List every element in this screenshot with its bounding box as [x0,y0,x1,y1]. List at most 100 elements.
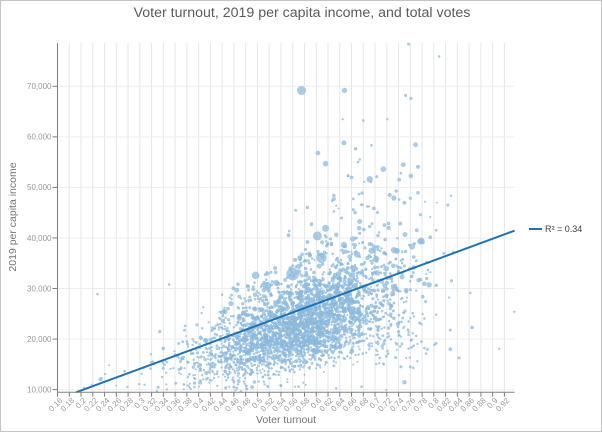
data-point [402,232,408,238]
data-point [334,266,338,270]
data-point [318,345,321,348]
data-point [372,317,375,320]
data-point [284,333,287,336]
data-point [285,327,288,331]
data-point [307,259,310,262]
data-point [421,312,424,316]
data-point [374,271,378,275]
data-point [275,355,278,358]
data-point [260,326,264,329]
data-point [367,307,371,311]
data-point [234,335,237,339]
data-point [232,385,236,389]
data-point [321,255,325,259]
data-point [263,369,266,372]
data-point [320,282,323,286]
data-point [279,366,283,370]
data-point [140,372,143,375]
data-point [322,270,326,274]
data-point [409,96,413,101]
data-point [211,369,214,372]
data-point [299,359,302,362]
data-point [304,383,307,386]
data-point [249,339,252,342]
data-point [346,330,349,334]
data-point [213,373,216,376]
data-point [355,250,358,253]
data-point [414,228,419,233]
data-point [286,378,289,381]
data-point [229,356,233,359]
data-point [241,317,245,321]
data-point [336,260,341,264]
data-point [237,294,242,299]
data-point [355,333,358,336]
data-point [402,301,405,304]
data-point [321,273,325,276]
data-point [267,366,270,369]
data-point [349,321,352,324]
data-point [381,315,384,318]
data-point [179,367,183,371]
data-point [316,348,320,351]
data-point [333,290,337,293]
data-point [289,328,292,331]
data-point [324,284,328,287]
data-point [245,309,249,313]
data-point [165,371,168,375]
data-point [179,373,183,376]
data-point [231,338,235,342]
data-point [222,313,225,317]
data-point [251,355,254,359]
data-point [222,373,225,376]
data-point [236,343,239,346]
data-point [356,225,362,231]
data-point [262,285,267,289]
data-point [384,280,390,286]
data-point [319,359,323,362]
chart-title: Voter turnout, 2019 per capita income, a… [133,4,471,21]
data-point [257,364,260,368]
data-point [253,322,256,325]
data-point [341,352,344,355]
data-point [329,317,332,321]
data-point [282,318,285,321]
data-point [212,376,216,380]
data-point [282,366,285,369]
data-point [262,355,265,359]
data-point [290,314,293,317]
data-point [295,285,298,289]
data-point [396,325,400,329]
data-point [143,383,146,386]
data-point [251,330,254,334]
data-point [228,385,231,388]
data-point [282,300,285,304]
data-point [294,359,297,362]
data-point [332,360,336,363]
data-point [289,337,293,340]
data-point [235,357,239,361]
data-point [238,335,241,338]
data-point [382,271,385,274]
data-point [220,361,223,364]
data-point [217,316,221,320]
data-point [332,209,336,213]
data-point [220,346,223,349]
data-point [323,304,326,307]
data-point [225,329,228,333]
data-point [223,340,227,343]
data-point [332,316,336,320]
data-point [210,379,213,382]
data-point [274,357,277,360]
data-point [207,354,210,357]
data-point [357,327,361,331]
data-point [384,253,388,256]
data-point [292,339,296,343]
data-point [350,330,353,333]
data-point [296,318,299,321]
data-point [308,358,311,361]
data-point [333,298,336,302]
data-point [288,346,291,349]
data-point [416,342,419,346]
